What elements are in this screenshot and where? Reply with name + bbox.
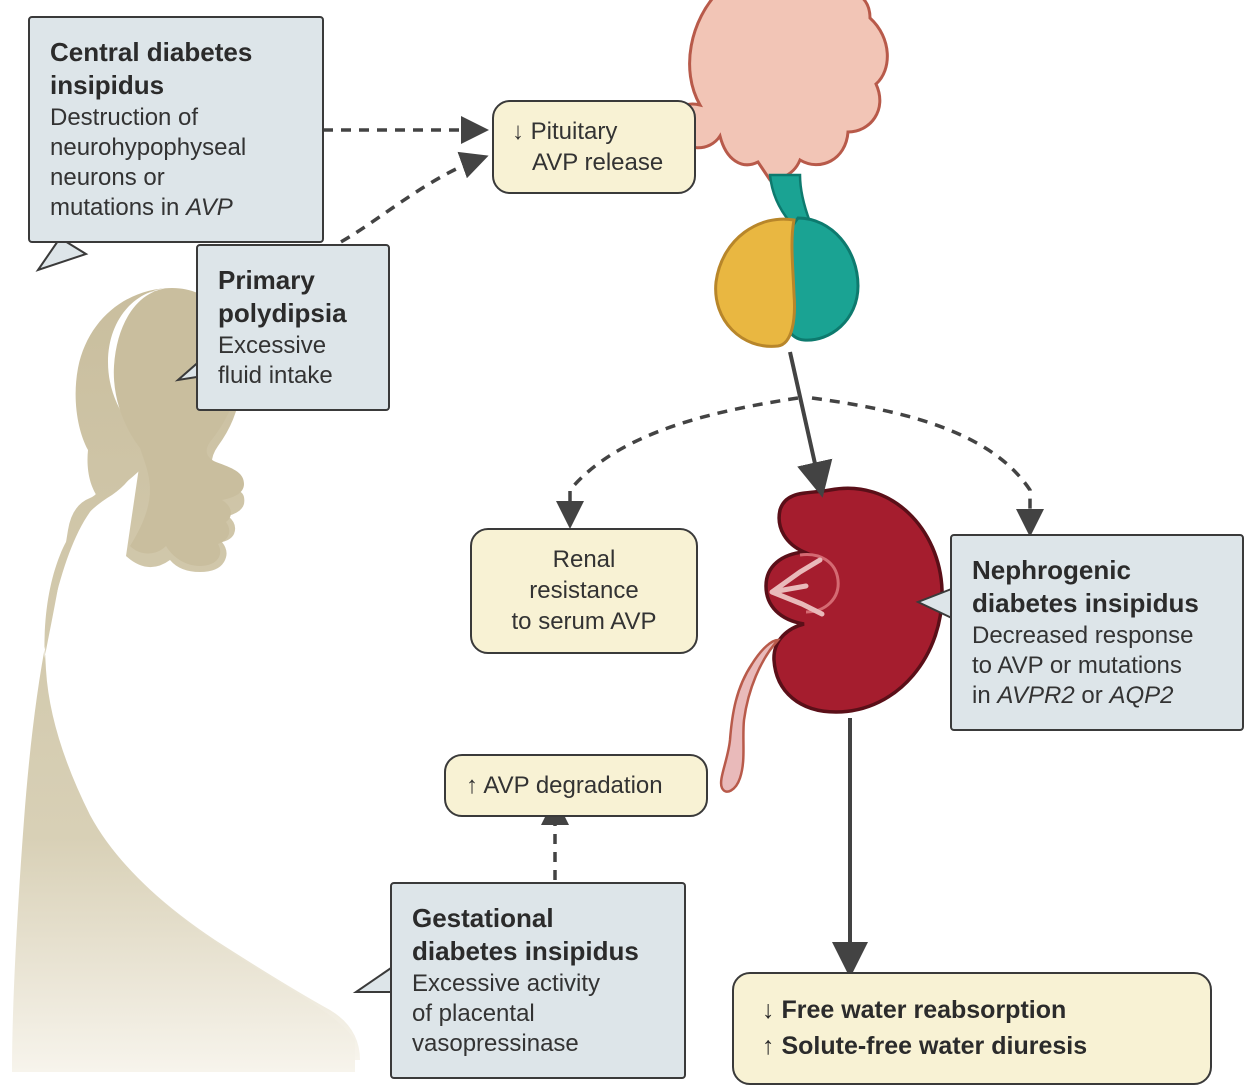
callout-gestational-body: Excessive activity of placental vasopres… xyxy=(412,969,664,1059)
down-arrow-icon: ↓ xyxy=(762,996,775,1024)
process-pituitary-release: ↓ Pituitary AVP release xyxy=(492,100,696,194)
arrow-pituitary-to-kidney xyxy=(790,352,820,486)
callout-polydipsia-title: Primary polydipsia xyxy=(218,264,368,329)
callout-polydipsia-body: Excessive fluid intake xyxy=(218,331,368,391)
arrow-path-to-nephrogenic xyxy=(812,398,1030,530)
callout-central-di-title: Central diabetes insipidus xyxy=(50,36,302,101)
callout-primary-polydipsia: Primary polydipsia Excessive fluid intak… xyxy=(196,244,390,411)
outcome-line1: ↓ Free water reabsorption xyxy=(762,992,1182,1028)
callout-nephrogenic-title: Nephrogenic diabetes insipidus xyxy=(972,554,1222,619)
callout-central-di-body: Destruction of neurohypophyseal neurons … xyxy=(50,103,302,223)
callout-nephrogenic-body: Decreased response to AVP or mutations i… xyxy=(972,621,1222,711)
callout-central-di: Central diabetes insipidus Destruction o… xyxy=(28,16,324,243)
arrow-polydipsia-to-pituitary xyxy=(325,158,482,250)
process-avp-degradation: ↑ AVP degradation xyxy=(444,754,708,817)
hypothalamus-pituitary-icon xyxy=(673,0,887,346)
callout-gestational-title: Gestational diabetes insipidus xyxy=(412,902,664,967)
outcome-box: ↓ Free water reabsorption ↑ Solute-free … xyxy=(732,972,1212,1085)
kidney-icon xyxy=(721,488,942,791)
diagram-canvas: Central diabetes insipidus Destruction o… xyxy=(0,0,1247,1090)
down-arrow-icon: ↓ xyxy=(512,118,524,145)
callout-gestational-di: Gestational diabetes insipidus Excessive… xyxy=(390,882,686,1079)
up-arrow-icon: ↑ xyxy=(466,772,478,799)
outcome-line2: ↑ Solute-free water diuresis xyxy=(762,1028,1182,1064)
callout-nephrogenic-di: Nephrogenic diabetes insipidus Decreased… xyxy=(950,534,1244,731)
arrow-path-to-renal-resistance xyxy=(570,398,798,522)
process-renal-resistance: Renal resistance to serum AVP xyxy=(470,528,698,654)
up-arrow-icon: ↑ xyxy=(762,1032,775,1060)
